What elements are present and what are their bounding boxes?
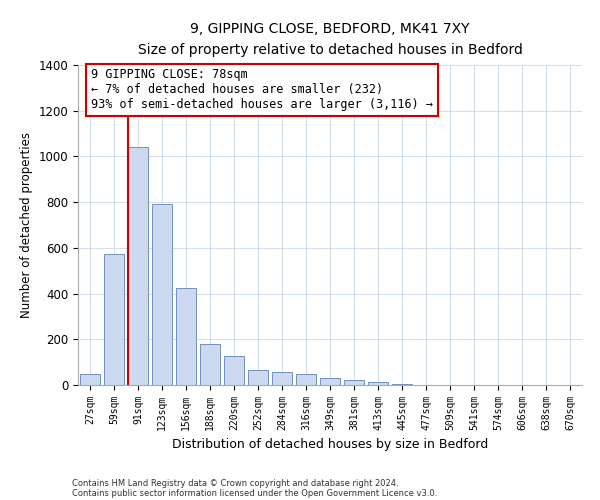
Title: 9, GIPPING CLOSE, BEDFORD, MK41 7XY
Size of property relative to detached houses: 9, GIPPING CLOSE, BEDFORD, MK41 7XY Size…	[137, 22, 523, 57]
Bar	[368, 382, 388, 385]
Bar	[200, 344, 220, 385]
Bar	[224, 356, 244, 385]
Bar	[80, 374, 100, 385]
Bar	[392, 384, 412, 385]
Bar	[272, 372, 292, 385]
Bar	[128, 148, 148, 385]
Text: 9 GIPPING CLOSE: 78sqm
← 7% of detached houses are smaller (232)
93% of semi-det: 9 GIPPING CLOSE: 78sqm ← 7% of detached …	[91, 68, 433, 112]
Bar	[344, 380, 364, 385]
Text: Contains HM Land Registry data © Crown copyright and database right 2024.: Contains HM Land Registry data © Crown c…	[72, 478, 398, 488]
Bar	[296, 374, 316, 385]
Bar	[152, 204, 172, 385]
Bar	[176, 288, 196, 385]
Text: Contains public sector information licensed under the Open Government Licence v3: Contains public sector information licen…	[72, 488, 437, 498]
Bar	[104, 254, 124, 385]
Y-axis label: Number of detached properties: Number of detached properties	[20, 132, 33, 318]
Bar	[248, 370, 268, 385]
Bar	[320, 378, 340, 385]
X-axis label: Distribution of detached houses by size in Bedford: Distribution of detached houses by size …	[172, 438, 488, 452]
